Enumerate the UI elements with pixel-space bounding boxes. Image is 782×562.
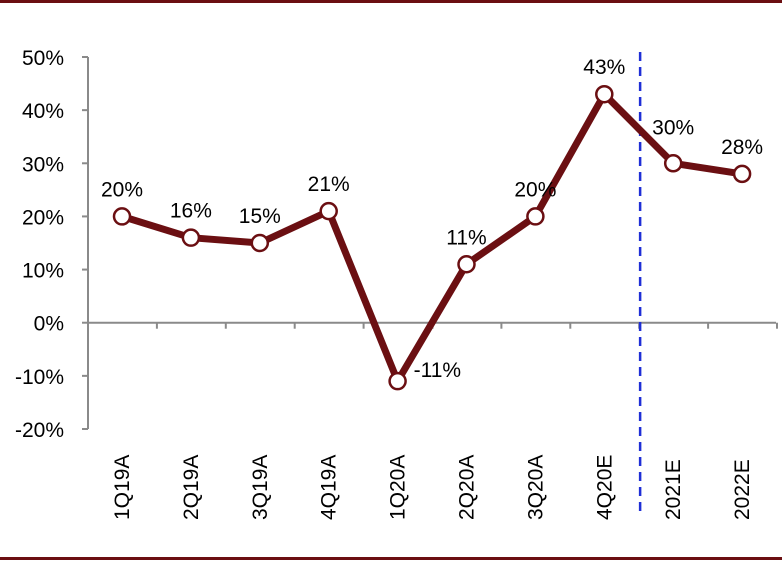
data-label: 43%	[583, 56, 625, 79]
data-point-marker	[526, 207, 545, 226]
y-axis: -20% -10% 0% 10% 20% 30% 40% 50%	[15, 47, 89, 442]
data-label: 20%	[101, 178, 143, 201]
x-category-label: 2Q20A	[456, 455, 479, 520]
x-category-label: 4Q19A	[318, 455, 341, 520]
frame-bottom-rule	[0, 557, 782, 560]
data-point-marker	[457, 255, 476, 274]
data-label: 11%	[446, 226, 486, 249]
y-tick-label: 0%	[34, 313, 64, 336]
data-label: 20%	[514, 178, 556, 201]
data-label: 30%	[652, 116, 694, 139]
x-axis: 1Q19A 2Q19A 3Q19A 4Q19A 1Q20A 2Q20A 3Q20A 4Q20E…	[87, 321, 778, 520]
data-point-marker	[388, 371, 407, 391]
data-label: 21%	[308, 173, 350, 196]
data-point-marker	[250, 233, 270, 253]
y-tick-label: 30%	[22, 153, 64, 176]
data-label: 15%	[239, 205, 281, 228]
data-labels: 20% 16% 15% 21% -11% 11% 20% 43% 30% 28%	[101, 56, 763, 382]
series-line-group	[118, 90, 746, 385]
x-category-label: 2Q19A	[180, 455, 203, 520]
data-label: -11%	[414, 359, 461, 382]
x-category-label: 3Q19A	[249, 455, 272, 520]
data-point-marker	[663, 154, 683, 173]
data-label: 28%	[721, 136, 763, 159]
data-point-marker	[319, 201, 338, 221]
x-category-label: 4Q20E	[593, 455, 616, 520]
y-tick-label: 20%	[22, 206, 64, 229]
data-points	[112, 84, 752, 391]
x-category-label: 3Q20A	[524, 455, 547, 520]
series-line	[118, 90, 746, 385]
y-tick-label: 50%	[22, 47, 64, 70]
y-tick-label: -10%	[15, 366, 64, 389]
data-point-marker	[112, 207, 132, 226]
x-category-label: 1Q19A	[111, 455, 134, 520]
y-tick-label: 40%	[22, 100, 64, 123]
frame-top-rule	[0, 0, 782, 3]
y-tick-label: -20%	[15, 419, 64, 442]
y-tick-label: 10%	[22, 260, 64, 283]
data-point-marker	[732, 164, 752, 184]
x-category-label: 2022E	[731, 459, 754, 520]
data-point-marker	[181, 228, 201, 247]
x-category-label: 2021E	[662, 459, 685, 520]
x-category-label: 1Q20A	[387, 455, 410, 520]
data-label: 16%	[170, 200, 212, 223]
data-point-marker	[595, 84, 614, 104]
